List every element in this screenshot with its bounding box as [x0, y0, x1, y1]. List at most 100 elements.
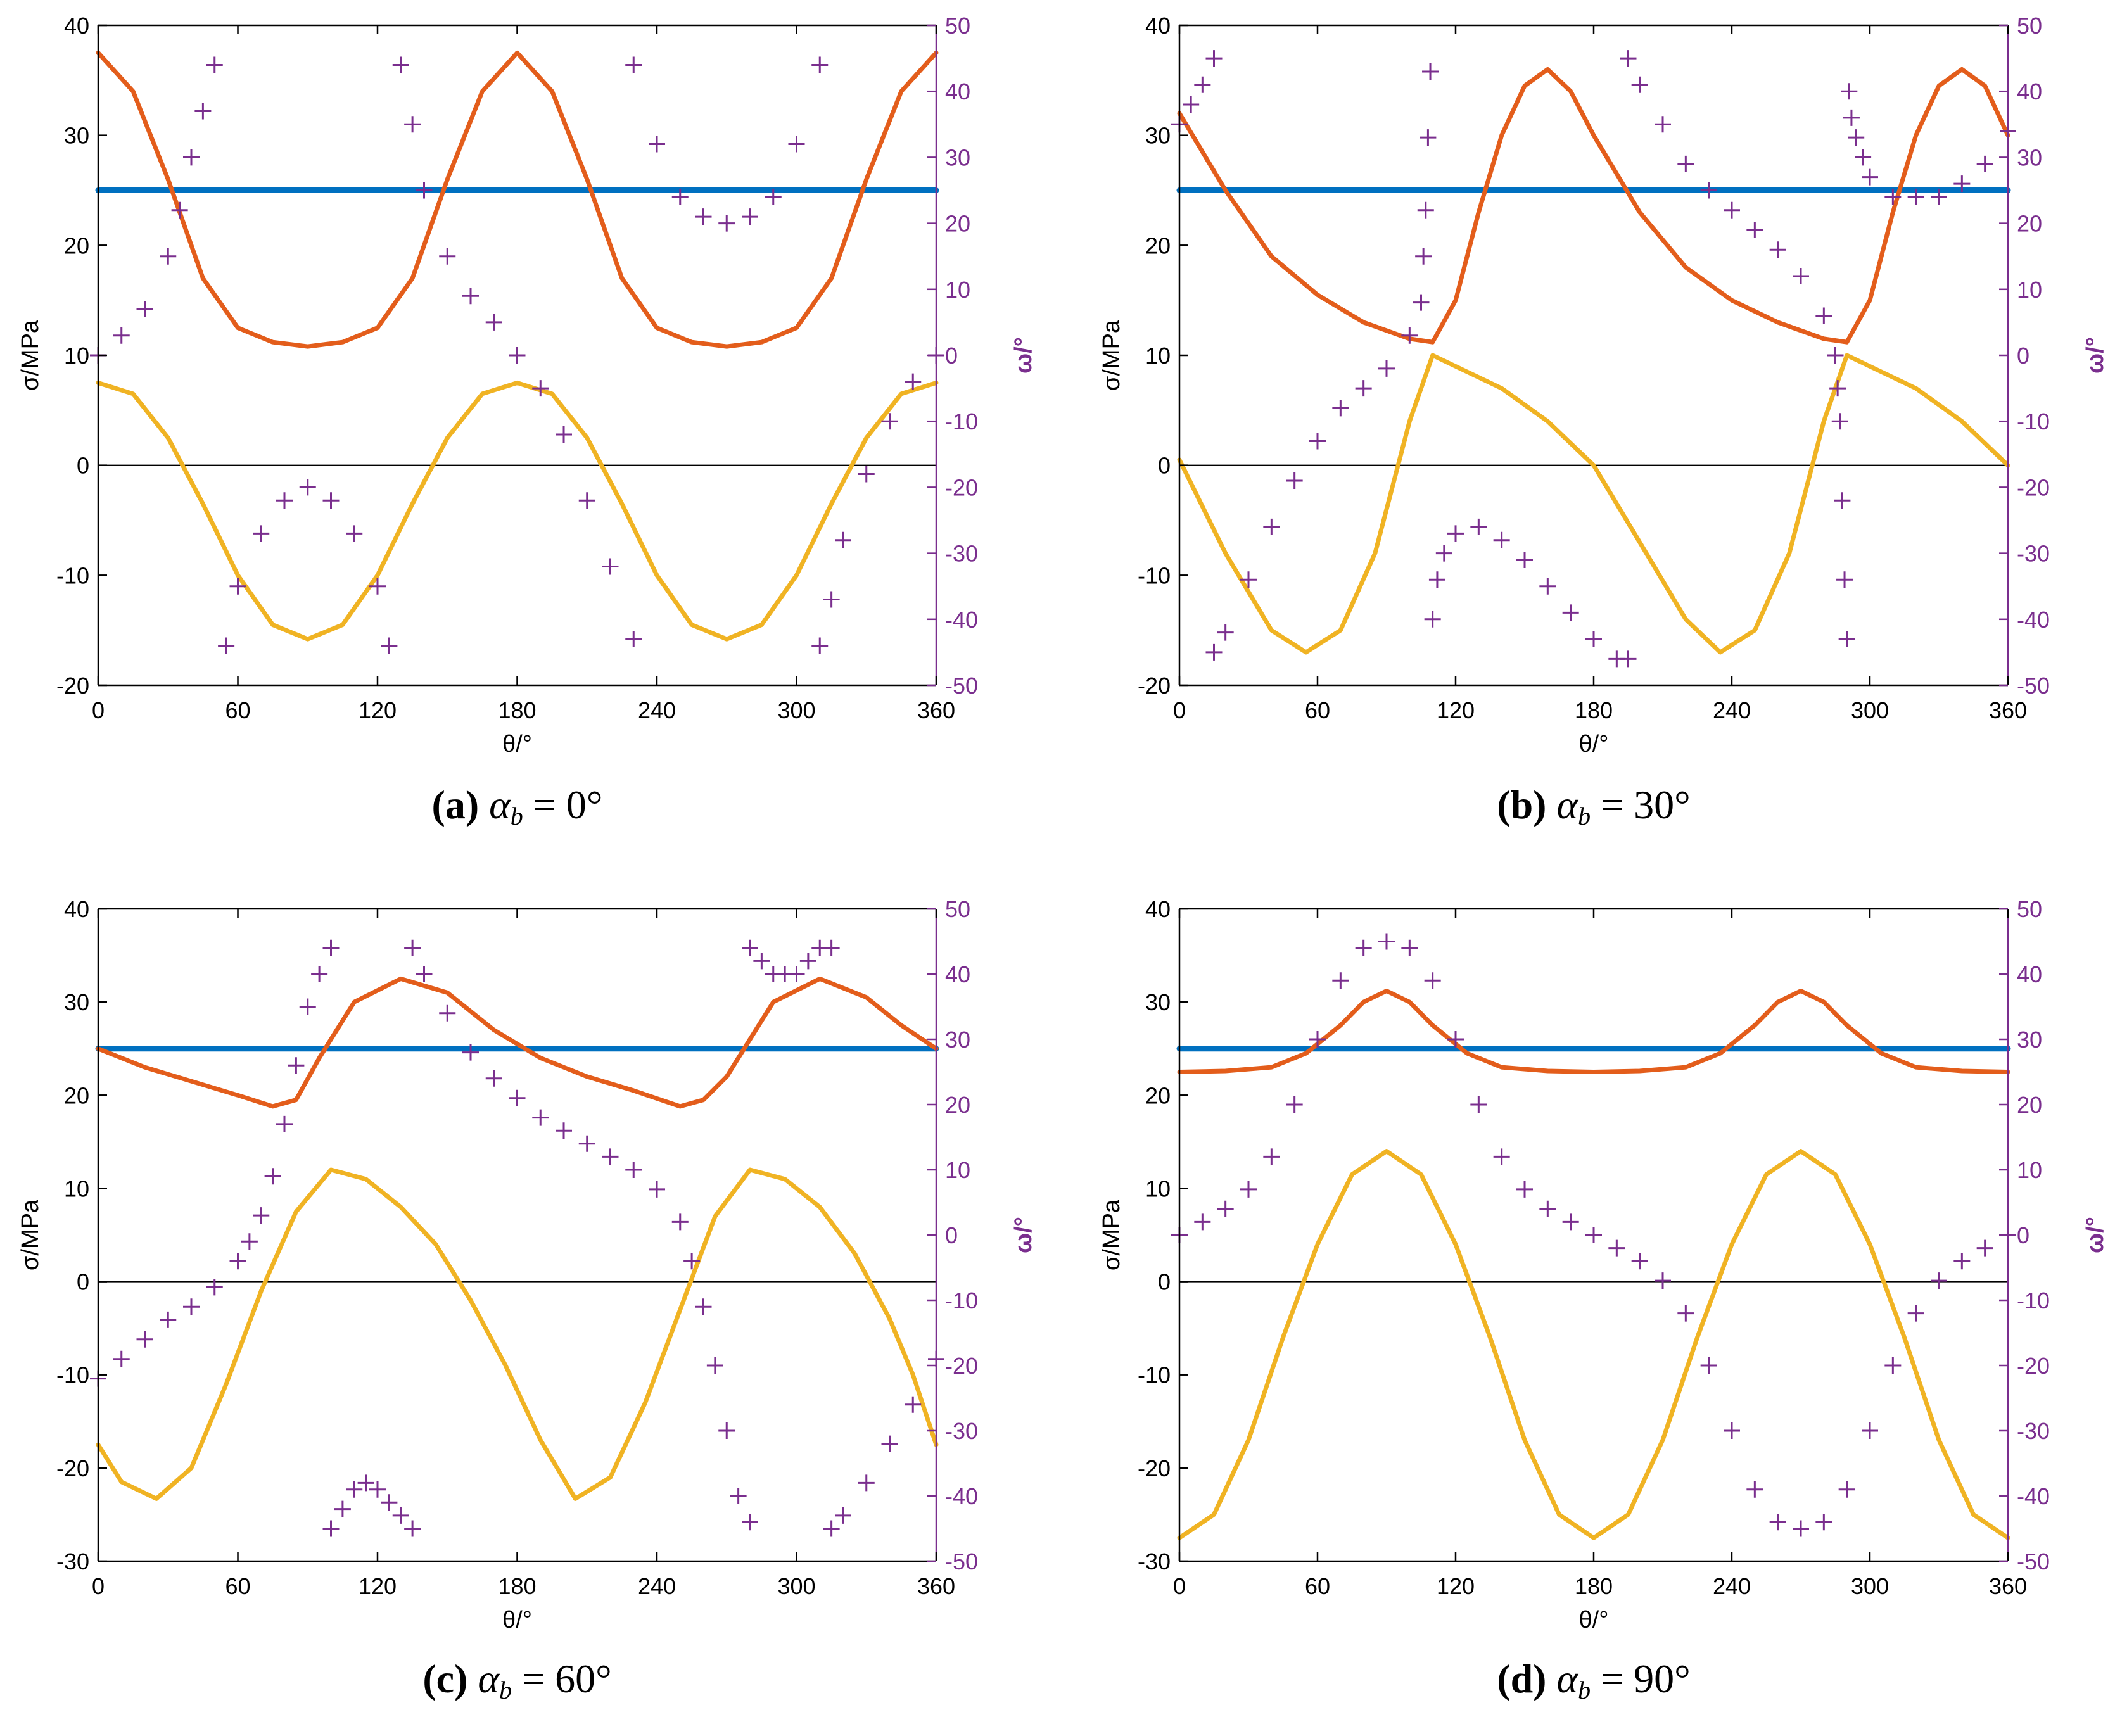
omega-marker	[1424, 972, 1441, 989]
y2-axis-title: ω/°	[2082, 1217, 2109, 1253]
y2-tick-label: -30	[945, 541, 978, 567]
omega-marker	[1378, 360, 1395, 377]
omega-marker	[1355, 939, 1372, 956]
omega-marker	[136, 1331, 153, 1348]
omega-marker	[718, 215, 735, 232]
omega-marker	[1332, 400, 1349, 417]
omega-marker	[1827, 347, 1844, 364]
caption-value: = 90°	[1591, 1656, 1691, 1701]
y-tick-label: 20	[1145, 232, 1171, 258]
y-tick-label: 20	[64, 1082, 89, 1108]
y-tick-label: -10	[56, 562, 89, 588]
y-tick-label: -10	[1138, 1362, 1171, 1388]
omega-marker	[1286, 472, 1303, 489]
omega-marker	[346, 1481, 363, 1498]
y-tick-label: 20	[1145, 1082, 1171, 1108]
omega-marker	[229, 578, 246, 595]
y-tick-label: 10	[64, 343, 89, 369]
omega-marker	[276, 1115, 293, 1132]
plot-frame	[97, 908, 936, 1562]
y2-tick-label: 50	[2017, 896, 2042, 922]
omega-marker	[253, 1207, 270, 1224]
caption-value: = 30°	[1591, 782, 1691, 827]
x-tick-label: 180	[1575, 1573, 1613, 1599]
omega-marker	[835, 1507, 851, 1524]
y2-axis-title: ω/°	[1010, 337, 1037, 374]
x-tick-label: 300	[1851, 1573, 1889, 1599]
omega-marker	[1447, 525, 1464, 542]
x-tick-label: 300	[777, 697, 815, 723]
omega-marker	[416, 182, 433, 199]
x-tick-label: 60	[225, 697, 250, 723]
y-tick-label: 0	[77, 1269, 89, 1295]
caption-label: (a)	[432, 782, 480, 827]
omega-marker	[1769, 241, 1786, 258]
omega-marker	[1401, 327, 1418, 344]
omega-marker	[1769, 1514, 1786, 1531]
omega-marker	[1217, 1200, 1234, 1217]
omega-marker	[253, 525, 270, 542]
caption-subscript: b	[511, 802, 523, 830]
series-sigma3-line	[96, 380, 939, 642]
y2-tick-label: 50	[2017, 13, 2042, 39]
omega-marker	[1516, 552, 1533, 569]
y-tick-label: 0	[77, 453, 89, 479]
omega-marker	[1194, 1213, 1211, 1231]
y2-tick-label: -10	[945, 409, 978, 434]
panel-b: 0 60 120 180 240 300 360-20-10010203040-50-40-…	[1098, 13, 2109, 830]
omega-marker	[1205, 643, 1223, 661]
omega-marker	[799, 953, 816, 970]
y2-tick-label: 30	[2017, 144, 2042, 170]
omega-marker	[1263, 518, 1280, 535]
omega-marker	[160, 248, 177, 265]
y2-tick-label: -50	[2017, 1549, 2050, 1574]
omega-marker	[742, 208, 758, 225]
omega-marker	[311, 966, 328, 982]
caption-value: = 0°	[523, 782, 603, 827]
omega-marker	[1841, 83, 1858, 100]
omega-marker	[671, 1213, 689, 1231]
omega-marker	[578, 492, 595, 509]
y-axis-title: σ/MPa	[17, 319, 44, 391]
omega-marker	[1976, 155, 1993, 172]
y-tick-label: 20	[64, 232, 89, 258]
x-axis-title: θ/°	[1579, 1607, 1609, 1633]
omega-marker	[823, 591, 840, 608]
y2-tick-label: 20	[945, 1092, 970, 1118]
omega-marker	[1931, 1272, 1947, 1289]
omega-marker	[1848, 129, 1865, 146]
x-tick-label: 240	[638, 1573, 676, 1599]
omega-marker	[1620, 50, 1637, 67]
y2-tick-label: -40	[2017, 607, 2050, 633]
omega-marker	[1422, 63, 1439, 80]
x-tick-label: 180	[498, 697, 536, 723]
omega-marker	[485, 1070, 502, 1087]
omega-marker	[1424, 611, 1441, 628]
y-tick-label: 30	[1145, 123, 1171, 149]
x-tick-label: 360	[1989, 1573, 2027, 1599]
y2-tick-label: 10	[2017, 1157, 2042, 1183]
x-axis-title: θ/°	[1579, 731, 1609, 757]
y2-tick-label: 10	[945, 277, 970, 303]
omega-marker	[404, 116, 421, 133]
omega-marker	[1700, 182, 1717, 199]
y-tick-label: 10	[1145, 1175, 1171, 1201]
omega-marker	[288, 1057, 305, 1074]
omega-marker	[1240, 1181, 1257, 1198]
y2-tick-label: -50	[2017, 673, 2050, 699]
x-tick-label: 180	[1575, 697, 1613, 723]
y2-tick-label: -50	[945, 1549, 978, 1574]
panel-caption: (c) αb = 60°	[422, 1656, 611, 1704]
y-tick-label: 40	[1145, 13, 1171, 39]
omega-marker	[858, 466, 875, 483]
caption-alpha: α	[479, 782, 511, 827]
omega-marker	[264, 1168, 281, 1185]
omega-marker	[439, 248, 456, 265]
omega-marker	[1838, 631, 1855, 648]
y2-tick-label: -40	[945, 607, 978, 633]
y2-tick-label: 40	[945, 79, 970, 105]
omega-marker	[625, 631, 642, 648]
omega-marker	[183, 149, 200, 166]
omega-marker	[509, 347, 526, 364]
omega-marker	[602, 1148, 619, 1165]
